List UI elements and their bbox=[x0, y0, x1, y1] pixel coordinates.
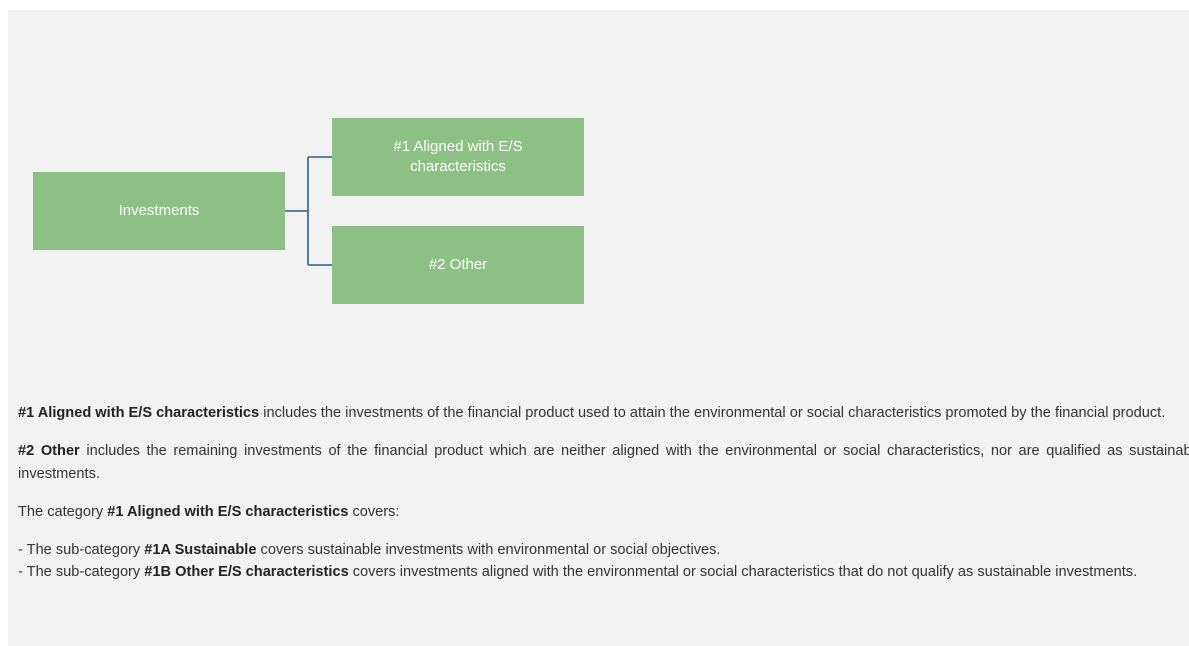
paragraph: #1 Aligned with E/S characteristics incl… bbox=[18, 402, 1189, 425]
text: The category bbox=[18, 504, 108, 520]
text: covers: bbox=[348, 504, 400, 520]
list-item: - The sub-category #1B Other E/S charact… bbox=[18, 561, 1189, 584]
paragraph: The category #1 Aligned with E/S charact… bbox=[18, 501, 1189, 524]
node: #2 Other bbox=[332, 226, 584, 304]
bold-text: #2 Other bbox=[18, 443, 80, 459]
bold-text: #1 Aligned with E/S characteristics bbox=[18, 405, 260, 421]
text: - The sub-category bbox=[18, 542, 145, 558]
bold-text: #1A Sustainable bbox=[144, 542, 257, 558]
list: - The sub-category #1A Sustainable cover… bbox=[18, 539, 1189, 584]
connector bbox=[285, 156, 332, 266]
text: - The sub-category bbox=[18, 564, 145, 580]
list-item: - The sub-category #1A Sustainable cover… bbox=[18, 539, 1189, 562]
panel: Investments #1 Aligned with E/S characte… bbox=[8, 10, 1189, 646]
text: includes the investments of the financia… bbox=[259, 405, 1166, 421]
text: covers investments aligned with the envi… bbox=[348, 564, 1138, 580]
bold-text: #1 Aligned with E/S characteristics bbox=[107, 504, 349, 520]
paragraph: #2 Other includes the remaining investme… bbox=[18, 440, 1189, 486]
node: Investments bbox=[33, 172, 285, 250]
text: includes the remaining investments of th… bbox=[18, 443, 1189, 482]
text: covers sustainable investments with envi… bbox=[256, 542, 721, 558]
node: #1 Aligned with E/S characteristics bbox=[332, 118, 584, 196]
bold-text: #1B Other E/S characteristics bbox=[144, 564, 349, 580]
connectors bbox=[285, 156, 332, 266]
description: #1 Aligned with E/S characteristics incl… bbox=[18, 402, 1189, 583]
